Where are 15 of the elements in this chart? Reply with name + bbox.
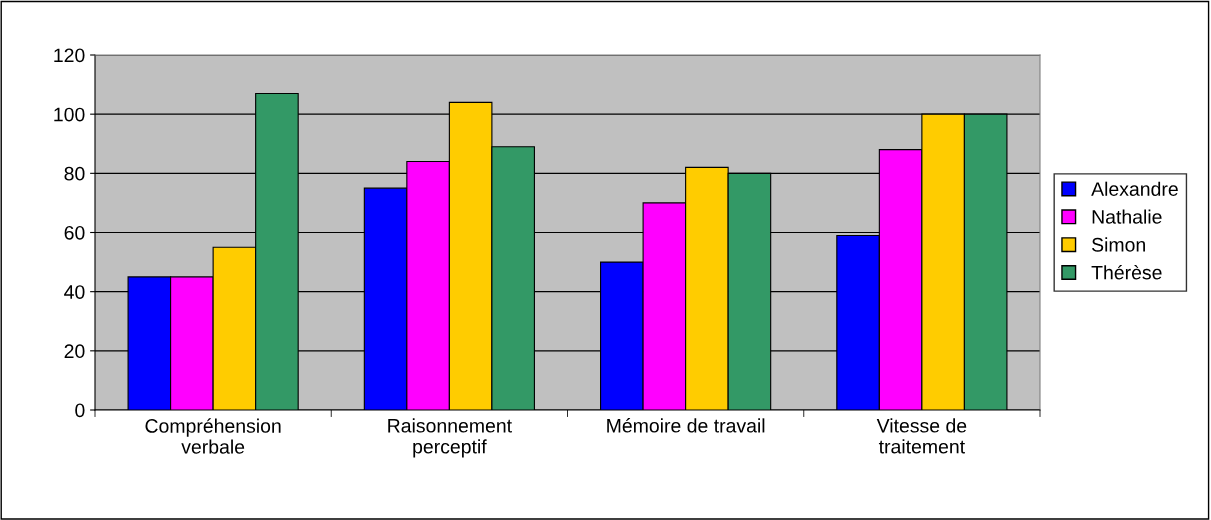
y-tick-label: 120 (54, 48, 85, 63)
x-tick-label: Raisonnement perceptif (388, 418, 512, 458)
y-tick-label: 80 (64, 166, 85, 181)
x-tick-label: Mémoire de travail (607, 418, 765, 433)
y-tick-label: 100 (54, 107, 85, 122)
x-tick-label: Compréhension verbale (145, 418, 281, 454)
x-tick-label: Vitesse de traitement (876, 418, 967, 454)
y-tick-label: 60 (64, 225, 85, 240)
y-tick-label: 0 (75, 403, 85, 418)
legend-label: Thérèse (1091, 264, 1162, 280)
legend-label: Simon (1092, 237, 1145, 252)
legend-label: Alexandre (1091, 181, 1178, 196)
y-tick-label: 20 (64, 344, 85, 359)
legend-label: Nathalie (1092, 209, 1162, 224)
y-tick-label: 40 (64, 285, 85, 299)
